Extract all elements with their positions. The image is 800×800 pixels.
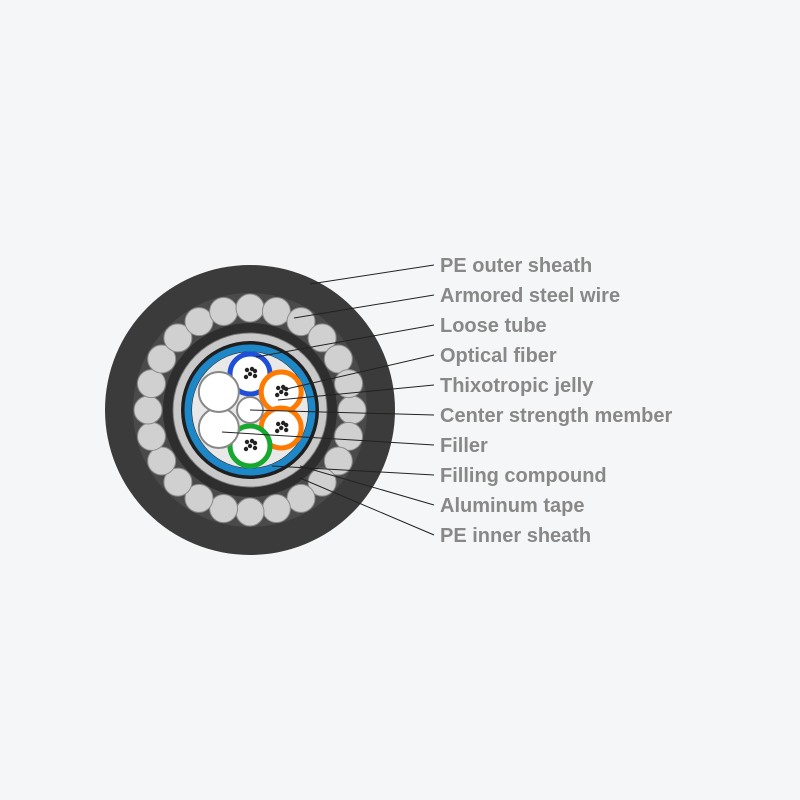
component-label: Center strength member — [440, 405, 672, 428]
component-label: Loose tube — [440, 315, 547, 338]
component-label: Aluminum tape — [440, 495, 584, 518]
component-label: Filling compound — [440, 465, 607, 488]
component-label: Armored steel wire — [440, 285, 620, 308]
component-label: Thixotropic jelly — [440, 375, 593, 398]
cable-cross-section-svg — [0, 0, 800, 800]
component-label: Optical fiber — [440, 345, 557, 368]
component-label: PE outer sheath — [440, 255, 592, 278]
component-label: PE inner sheath — [440, 525, 591, 548]
component-label: Filler — [440, 435, 488, 458]
